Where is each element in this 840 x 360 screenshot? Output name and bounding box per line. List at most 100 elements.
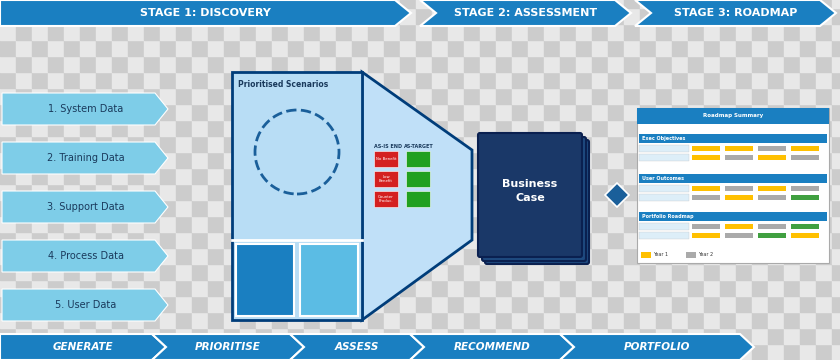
Bar <box>576 200 592 216</box>
Bar <box>720 56 736 72</box>
Bar <box>736 24 752 40</box>
Bar <box>224 136 240 152</box>
Bar <box>480 312 496 328</box>
Bar <box>160 136 176 152</box>
Bar <box>368 184 384 200</box>
Bar <box>256 232 272 248</box>
Bar <box>96 328 112 344</box>
Bar <box>32 216 48 232</box>
Bar <box>320 232 336 248</box>
Bar <box>256 312 272 328</box>
Bar <box>300 244 358 316</box>
Bar <box>320 184 336 200</box>
Bar <box>272 296 288 312</box>
Bar <box>464 344 480 360</box>
Bar <box>704 8 720 24</box>
Bar <box>176 184 192 200</box>
Bar <box>416 72 432 88</box>
Bar <box>32 40 48 56</box>
Bar <box>224 56 240 72</box>
Bar <box>720 24 736 40</box>
Bar <box>16 312 32 328</box>
Bar <box>624 136 640 152</box>
Bar <box>528 24 544 40</box>
Bar <box>256 56 272 72</box>
Text: Portfolio Roadmap: Portfolio Roadmap <box>642 214 694 219</box>
Bar <box>448 0 464 8</box>
Bar <box>544 200 560 216</box>
Bar <box>160 184 176 200</box>
Bar <box>0 248 16 264</box>
Bar <box>192 152 208 168</box>
Bar <box>368 136 384 152</box>
Bar <box>832 200 840 216</box>
Bar <box>128 40 144 56</box>
Bar <box>176 0 192 8</box>
Bar <box>480 232 496 248</box>
Bar <box>768 104 784 120</box>
Bar <box>272 0 288 8</box>
Bar <box>512 232 528 248</box>
Bar <box>272 56 288 72</box>
Bar <box>208 24 224 40</box>
Bar <box>608 56 624 72</box>
Bar <box>576 344 592 360</box>
Bar <box>112 24 128 40</box>
Bar <box>768 168 784 184</box>
Bar <box>406 191 430 207</box>
Bar <box>800 184 816 200</box>
Bar <box>704 24 720 40</box>
Bar <box>112 120 128 136</box>
Bar <box>656 264 672 280</box>
Bar <box>592 40 608 56</box>
Bar <box>560 56 576 72</box>
Bar <box>704 40 720 56</box>
Bar <box>288 216 304 232</box>
Bar <box>256 120 272 136</box>
Bar <box>672 200 688 216</box>
Bar <box>544 184 560 200</box>
Bar <box>336 152 352 168</box>
Bar <box>272 344 288 360</box>
Bar <box>304 248 320 264</box>
Bar <box>416 216 432 232</box>
Bar <box>304 264 320 280</box>
Bar <box>752 232 768 248</box>
Bar <box>784 0 800 8</box>
Bar <box>304 88 320 104</box>
Bar <box>832 168 840 184</box>
Bar <box>512 24 528 40</box>
Bar <box>384 120 400 136</box>
Bar <box>768 232 784 248</box>
Bar <box>704 168 720 184</box>
Bar <box>416 200 432 216</box>
Bar <box>640 168 656 184</box>
Bar <box>288 232 304 248</box>
Bar <box>320 72 336 88</box>
Bar <box>400 104 416 120</box>
Bar <box>48 120 64 136</box>
Bar <box>791 146 819 151</box>
Bar <box>192 104 208 120</box>
Bar <box>128 136 144 152</box>
Bar <box>208 104 224 120</box>
Bar <box>96 168 112 184</box>
Bar <box>480 200 496 216</box>
Bar <box>464 296 480 312</box>
Bar <box>528 120 544 136</box>
Bar <box>800 200 816 216</box>
Bar <box>832 24 840 40</box>
Bar <box>784 168 800 184</box>
Bar <box>720 264 736 280</box>
Bar <box>592 8 608 24</box>
Bar <box>400 152 416 168</box>
Bar <box>832 280 840 296</box>
Bar <box>384 136 400 152</box>
Bar <box>688 296 704 312</box>
Bar <box>560 344 576 360</box>
Bar <box>320 136 336 152</box>
Bar <box>400 8 416 24</box>
Text: Exec Objectives: Exec Objectives <box>642 136 685 141</box>
Bar <box>752 24 768 40</box>
Bar <box>96 136 112 152</box>
